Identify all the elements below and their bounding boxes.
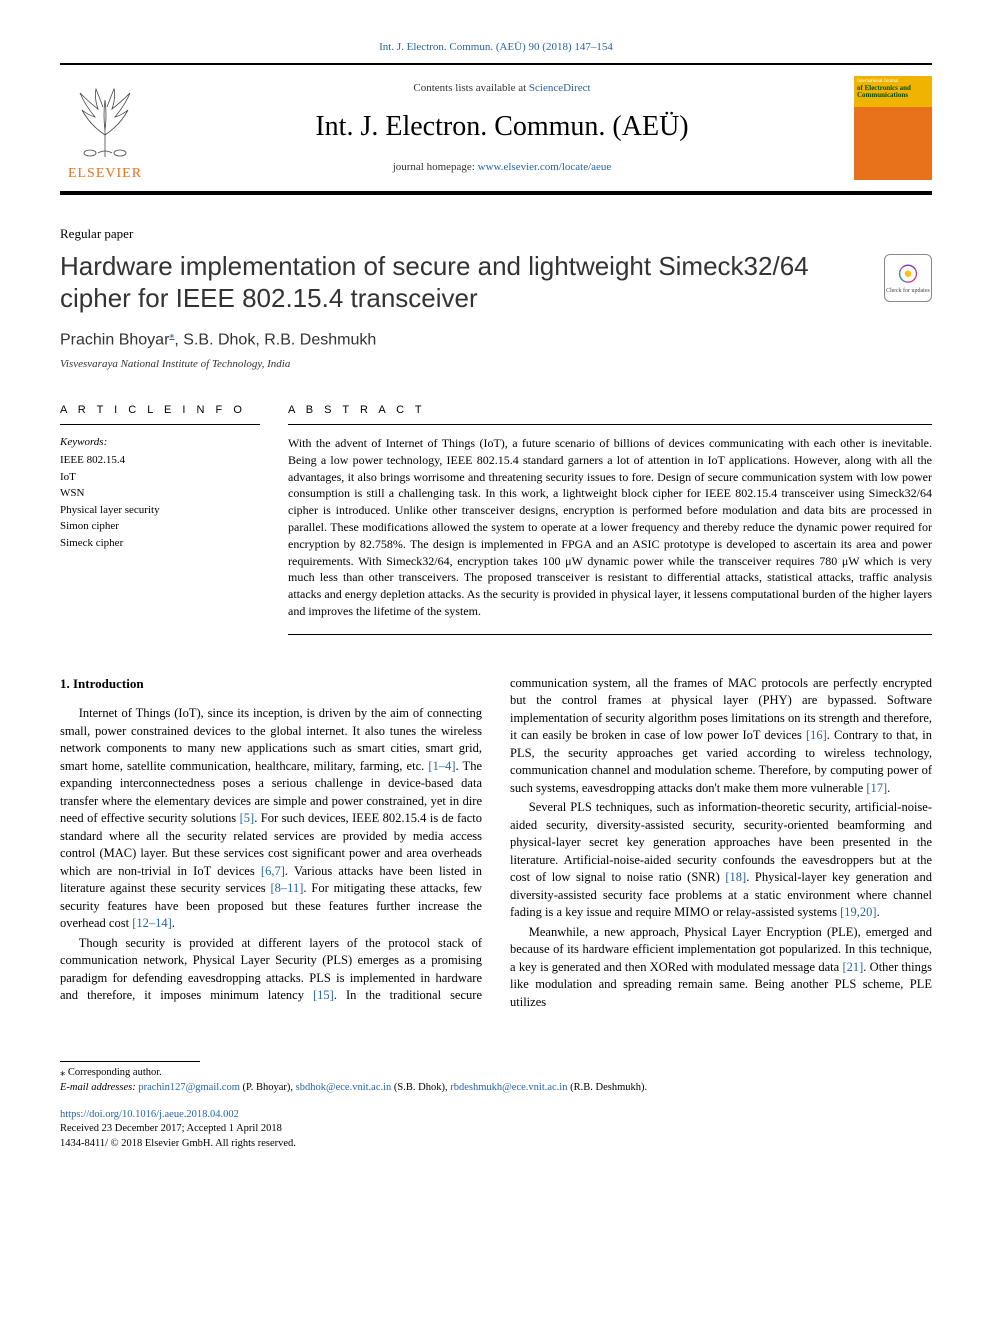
abstract-label: A B S T R A C T [288,403,932,425]
journal-homepage-line: journal homepage: www.elsevier.com/locat… [150,160,854,175]
elsevier-tree-icon [70,85,140,160]
author-3: R.B. Deshmukh [264,331,376,348]
email-who-1: (P. Bhoyar), [240,1082,296,1093]
article-info-label: A R T I C L E I N F O [60,403,260,425]
header-center: Contents lists available at ScienceDirec… [150,81,854,175]
abstract-column: A B S T R A C T With the advent of Inter… [288,403,932,635]
doi-link[interactable]: https://doi.org/10.1016/j.aeue.2018.04.0… [60,1109,239,1120]
received-accepted-line: Received 23 December 2017; Accepted 1 Ap… [60,1122,932,1137]
homepage-link[interactable]: www.elsevier.com/locate/aeue [478,161,612,173]
keywords-label: Keywords: [60,435,260,450]
body-two-column: 1. Introduction Internet of Things (IoT)… [60,675,932,1012]
email-link-1[interactable]: prachin127@gmail.com [138,1082,240,1093]
contents-prefix: Contents lists available at [413,82,528,94]
author-1: Prachin Bhoyar [60,331,169,348]
homepage-prefix: journal homepage: [393,161,478,173]
email-addresses-line: E-mail addresses: prachin127@gmail.com (… [60,1081,932,1096]
top-citation: Int. J. Electron. Commun. (AEÜ) 90 (2018… [60,40,932,55]
keyword-item: Simon cipher [60,518,260,535]
body-text: . [877,905,880,919]
keyword-item: Simeck cipher [60,535,260,552]
affiliation: Visvesvaraya National Institute of Techn… [60,357,932,372]
paper-type-label: Regular paper [60,225,932,243]
info-abstract-row: A R T I C L E I N F O Keywords: IEEE 802… [60,403,932,635]
ref-link[interactable]: [5] [240,811,255,825]
updates-badge-text: Check for updates [886,288,930,294]
journal-cover-thumbnail: International Journal of Electronics and… [854,76,932,180]
contents-available-line: Contents lists available at ScienceDirec… [150,81,854,96]
footer-rule [60,1061,200,1062]
corresponding-author-note: ⁎ Corresponding author. [60,1066,932,1081]
journal-header: ELSEVIER Contents lists available at Sci… [60,63,932,195]
abstract-text: With the advent of Internet of Things (I… [288,435,932,620]
paper-title: Hardware implementation of secure and li… [60,250,864,315]
updates-icon [895,262,921,288]
email-label: E-mail addresses: [60,1082,138,1093]
body-text: . [172,916,175,930]
ref-link[interactable]: [18] [725,870,746,884]
author-2: S.B. Dhok [183,331,255,348]
email-link-3[interactable]: rbdeshmukh@ece.vnit.ac.in [450,1082,567,1093]
ref-link[interactable]: [12–14] [132,916,172,930]
keyword-item: IoT [60,469,260,486]
journal-title: Int. J. Electron. Commun. (AEÜ) [150,107,854,146]
ref-link[interactable]: [6,7] [261,864,285,878]
body-paragraph: Several PLS techniques, such as informat… [510,799,932,922]
email-who-3: (R.B. Deshmukh). [567,1082,647,1093]
body-text: Internet of Things (IoT), since its ince… [60,706,482,773]
keywords-list: IEEE 802.15.4 IoT WSN Physical layer sec… [60,452,260,551]
title-row: Hardware implementation of secure and li… [60,250,932,315]
elsevier-wordmark: ELSEVIER [68,164,142,184]
page-footer: ⁎ Corresponding author. E-mail addresses… [60,1061,932,1151]
email-link-2[interactable]: sbdhok@ece.vnit.ac.in [296,1082,392,1093]
authors-line: Prachin Bhoyar⁎, S.B. Dhok, R.B. Deshmuk… [60,329,932,352]
ref-link[interactable]: [21] [842,960,863,974]
article-info-column: A R T I C L E I N F O Keywords: IEEE 802… [60,403,260,635]
keyword-item: Physical layer security [60,502,260,519]
ref-link[interactable]: [16] [806,728,827,742]
cover-line-3: Communications [857,92,929,99]
section-heading-intro: 1. Introduction [60,675,482,693]
author-sep-1: , [174,331,183,348]
check-for-updates-badge[interactable]: Check for updates [884,254,932,302]
author-sep-2: , [255,331,264,348]
ref-link[interactable]: [19,20] [840,905,876,919]
abstract-bottom-rule [288,634,932,635]
ref-link[interactable]: [17] [866,781,887,795]
ref-link[interactable]: [8–11] [271,881,304,895]
keyword-item: WSN [60,485,260,502]
body-paragraph: Meanwhile, a new approach, Physical Laye… [510,924,932,1012]
body-paragraph: Internet of Things (IoT), since its ince… [60,705,482,933]
ref-link[interactable]: [15] [313,988,334,1002]
email-who-2: (S.B. Dhok), [391,1082,450,1093]
keyword-item: IEEE 802.15.4 [60,452,260,469]
sciencedirect-link[interactable]: ScienceDirect [529,82,591,94]
copyright-line: 1434-8411/ © 2018 Elsevier GmbH. All rig… [60,1137,932,1152]
ref-link[interactable]: [1–4] [428,759,455,773]
body-text: . [887,781,890,795]
elsevier-logo: ELSEVIER [60,73,150,183]
